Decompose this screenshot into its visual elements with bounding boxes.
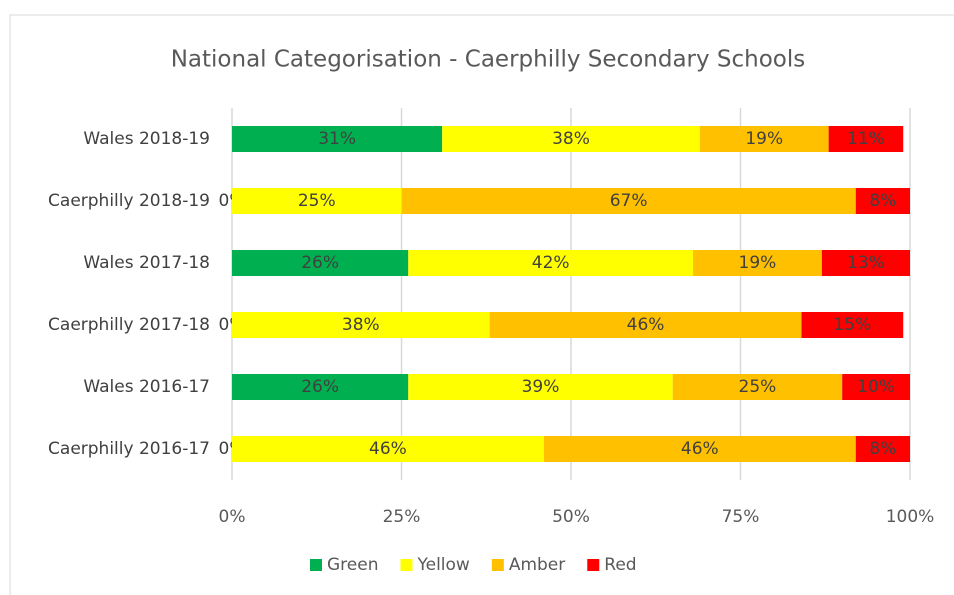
data-label: 26% — [301, 253, 339, 273]
bar-segment — [842, 374, 910, 400]
data-label: 13% — [847, 253, 885, 273]
data-label: 67% — [610, 191, 648, 211]
data-label: 46% — [369, 439, 407, 459]
bar-segment — [489, 312, 802, 338]
legend-swatch — [587, 559, 600, 571]
bar-segment — [232, 312, 490, 338]
data-label: 38% — [552, 129, 590, 149]
bar-segment — [401, 188, 856, 214]
data-label: 15% — [833, 315, 871, 335]
bar-segment — [442, 126, 700, 152]
bar-segment — [232, 436, 544, 462]
bar-segment — [821, 250, 910, 276]
x-tick-label: 75% — [722, 507, 760, 527]
bar-segment — [543, 436, 856, 462]
data-label: 26% — [301, 377, 339, 397]
chart-title: National Categorisation - Caerphilly Sec… — [171, 47, 806, 73]
bar-segment — [855, 188, 910, 214]
bar-segment — [828, 126, 904, 152]
data-label: 19% — [739, 253, 777, 273]
x-tick-label: 25% — [383, 507, 421, 527]
bar-segment — [232, 374, 409, 400]
data-label: 8% — [869, 439, 896, 459]
data-label: 31% — [318, 129, 356, 149]
x-tick-label: 100% — [886, 507, 935, 527]
x-tick-label: 50% — [552, 507, 590, 527]
bar-segment — [693, 250, 822, 276]
bar-segment — [699, 126, 829, 152]
legend-swatch — [310, 559, 322, 571]
bar-segment — [232, 250, 409, 276]
data-label: 46% — [681, 439, 719, 459]
data-label: 46% — [627, 315, 665, 335]
bar-segment — [801, 312, 904, 338]
chart-border — [9, 14, 954, 595]
data-label: 8% — [869, 191, 896, 211]
bar-segment — [232, 188, 402, 214]
bar-segment — [408, 374, 673, 400]
legend-swatch — [491, 559, 504, 571]
y-tick-label: Caerphilly 2016-17 — [48, 439, 210, 459]
y-tick-label: Caerphilly 2018-19 — [48, 191, 210, 211]
data-label: 42% — [532, 253, 570, 273]
legend-swatch — [400, 559, 413, 571]
data-label: 10% — [857, 377, 895, 397]
y-tick-label: Wales 2016-17 — [83, 377, 210, 397]
data-label: 39% — [522, 377, 560, 397]
legend-label: Amber — [509, 555, 565, 575]
bar-segment — [672, 374, 843, 400]
y-tick-label: Wales 2017-18 — [83, 253, 210, 273]
data-label: 25% — [739, 377, 777, 397]
legend-label: Yellow — [416, 555, 469, 575]
y-tick-label: Wales 2018-19 — [83, 129, 210, 149]
x-tick-label: 0% — [219, 507, 246, 527]
data-label: 25% — [298, 191, 336, 211]
data-label: 19% — [745, 129, 783, 149]
bar-segment — [232, 126, 443, 152]
bar-segment — [408, 250, 694, 276]
data-label: 11% — [847, 129, 885, 149]
legend-label: Red — [604, 555, 636, 575]
bar-segment — [855, 436, 910, 462]
y-tick-label: Caerphilly 2017-18 — [48, 315, 210, 335]
legend-label: Green — [327, 555, 378, 575]
data-label: 38% — [342, 315, 380, 335]
